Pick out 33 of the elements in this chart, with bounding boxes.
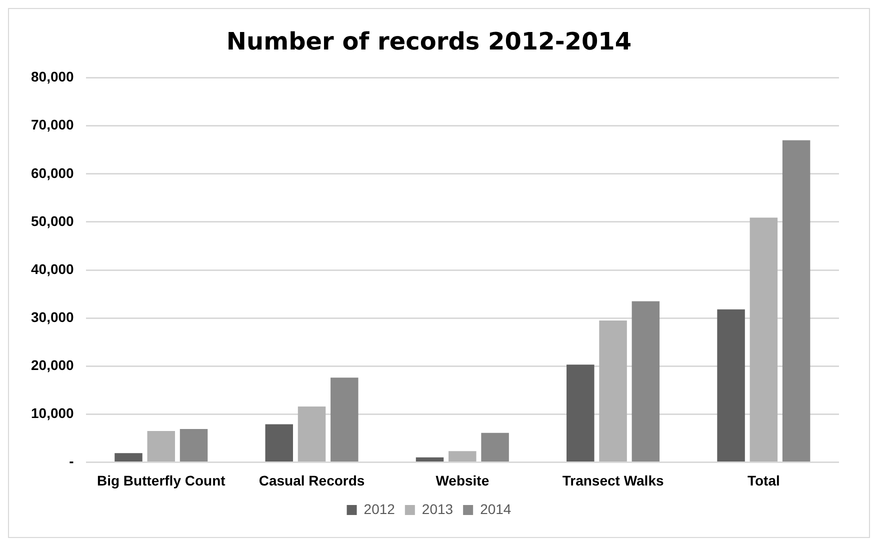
- legend-label: 2013: [422, 500, 454, 517]
- bar: [298, 406, 326, 462]
- y-tick-label: 60,000: [30, 164, 74, 181]
- y-tick-label: 70,000: [30, 116, 74, 133]
- bar: [782, 140, 810, 462]
- y-tick-label: -: [69, 453, 74, 470]
- bar: [566, 364, 594, 462]
- y-tick-label: 10,000: [30, 405, 74, 422]
- y-tick-label: 20,000: [30, 356, 74, 373]
- y-tick-label: 80,000: [30, 68, 74, 85]
- bar: [481, 432, 509, 462]
- legend-label: 2012: [364, 500, 396, 517]
- bar: [147, 430, 176, 462]
- x-tick-label: Transect Walks: [562, 472, 664, 488]
- x-tick-label: Big Butterfly Count: [96, 472, 226, 488]
- bar: [330, 378, 358, 462]
- legend-label: 2014: [480, 500, 512, 517]
- chart-title: Number of records 2012-2014: [226, 28, 632, 56]
- bar: [717, 309, 745, 462]
- y-tick-label: 30,000: [30, 308, 74, 325]
- bar: [448, 451, 476, 462]
- y-tick-label: 40,000: [30, 260, 74, 277]
- x-tick-label: Website: [436, 472, 490, 488]
- bar: [632, 301, 660, 462]
- x-tick-label: Total: [747, 472, 780, 488]
- bar: [265, 424, 294, 462]
- bar: [416, 457, 444, 462]
- bar: [114, 453, 142, 462]
- bar: [180, 429, 208, 462]
- y-tick-label: 50,000: [30, 212, 74, 229]
- x-tick-label: Casual Records: [258, 472, 365, 488]
- bar: [750, 218, 778, 462]
- bar: [599, 320, 627, 462]
